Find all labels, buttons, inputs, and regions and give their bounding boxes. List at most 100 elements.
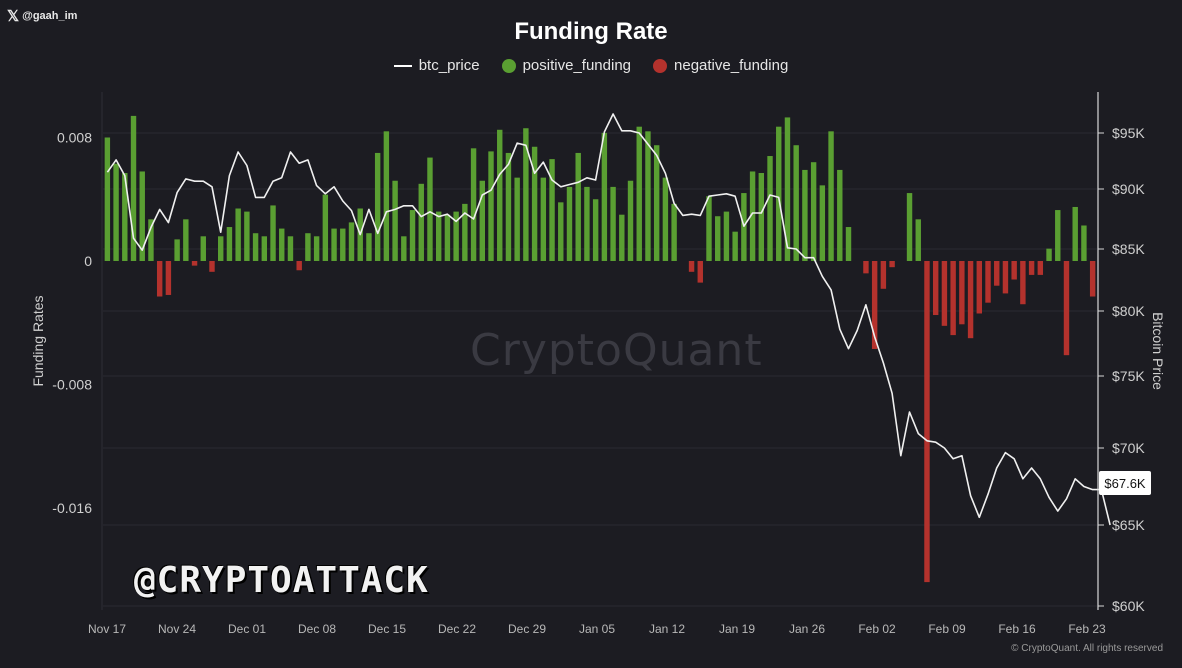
positive-funding-bar bbox=[383, 131, 390, 261]
left-tick-label: -0.016 bbox=[52, 500, 92, 516]
positive-funding-bar bbox=[235, 208, 241, 261]
overlay-handle-text: @CRYPTOATTACK bbox=[134, 560, 429, 601]
positive-funding-bar bbox=[479, 180, 485, 261]
positive-funding-bar bbox=[505, 152, 512, 261]
right-tick-label: $85K bbox=[1112, 241, 1145, 257]
positive-funding-bar bbox=[1081, 225, 1087, 261]
negative-funding-bar bbox=[209, 261, 215, 272]
red-dot-icon bbox=[653, 58, 668, 73]
negative-funding-bar bbox=[191, 261, 198, 266]
legend-item-negative-funding[interactable]: negative_funding bbox=[653, 57, 788, 74]
negative-funding-bar bbox=[932, 261, 939, 316]
positive-funding-bar bbox=[427, 157, 433, 261]
left-tick-label: 0.008 bbox=[57, 130, 92, 146]
positive-funding-bar bbox=[558, 202, 564, 261]
legend-item-btc-price[interactable]: btc_price bbox=[393, 57, 480, 74]
positive-funding-bar bbox=[1055, 210, 1061, 261]
negative-funding-bar bbox=[1089, 261, 1096, 297]
positive-funding-bar bbox=[523, 128, 529, 261]
legend-label: positive_funding bbox=[522, 57, 632, 74]
positive-funding-bar bbox=[784, 117, 791, 262]
positive-funding-bar bbox=[592, 199, 599, 261]
positive-funding-bar bbox=[793, 145, 799, 261]
positive-funding-bar bbox=[627, 180, 634, 261]
positive-funding-bar bbox=[706, 196, 712, 261]
positive-funding-bar bbox=[566, 186, 573, 261]
positive-funding-bar bbox=[531, 146, 538, 261]
x-tick-label: Feb 16 bbox=[998, 622, 1036, 636]
positive-funding-bar bbox=[828, 131, 834, 261]
negative-funding-bar bbox=[871, 261, 878, 349]
positive-funding-bar bbox=[139, 171, 145, 261]
positive-funding-bar bbox=[444, 214, 451, 261]
x-tick-label: Feb 09 bbox=[928, 622, 966, 636]
positive-funding-bar bbox=[409, 210, 416, 261]
positive-funding-bar bbox=[401, 236, 407, 261]
positive-funding-bar bbox=[261, 236, 268, 261]
positive-funding-bar bbox=[845, 227, 852, 261]
x-tick-label: Nov 24 bbox=[158, 622, 196, 636]
negative-funding-bar bbox=[941, 261, 948, 326]
positive-funding-bar bbox=[1072, 206, 1078, 261]
legend-label: btc_price bbox=[418, 57, 480, 74]
right-tick-label: $70K bbox=[1112, 440, 1145, 456]
positive-funding-bar bbox=[671, 203, 677, 261]
positive-funding-bar bbox=[810, 162, 817, 261]
negative-funding-bar bbox=[296, 261, 302, 271]
negative-funding-bar bbox=[976, 261, 982, 314]
right-tick-label: $90K bbox=[1112, 181, 1145, 197]
btc-price-line bbox=[106, 113, 1111, 526]
positive-funding-bar bbox=[601, 132, 608, 261]
positive-funding-bar bbox=[732, 231, 738, 261]
right-tick-label: $65K bbox=[1112, 517, 1145, 533]
positive-funding-bar bbox=[174, 239, 180, 261]
positive-funding-bar bbox=[488, 151, 494, 261]
x-tick-label: Jan 05 bbox=[579, 622, 615, 636]
x-tick-label: Dec 29 bbox=[508, 622, 546, 636]
right-axis-ticks: $95K $90K $85K $80K $75K $70K $65K $60K bbox=[1098, 125, 1145, 614]
positive-funding-bar bbox=[322, 194, 329, 261]
positive-funding-bar bbox=[906, 193, 913, 261]
negative-funding-bar bbox=[1011, 261, 1017, 280]
positive-funding-bar bbox=[305, 233, 311, 261]
negative-funding-bar bbox=[1028, 261, 1035, 275]
negative-funding-bar bbox=[880, 261, 887, 289]
x-logo-icon: 𝕏 bbox=[7, 8, 20, 25]
positive-funding-bar bbox=[148, 219, 154, 261]
left-tick-label: 0 bbox=[84, 253, 92, 269]
positive-funding-bar bbox=[767, 156, 773, 261]
right-tick-label: $60K bbox=[1112, 598, 1145, 614]
positive-funding-bar bbox=[662, 177, 669, 261]
legend-label: negative_funding bbox=[674, 57, 789, 74]
x-tick-label: Jan 12 bbox=[649, 622, 685, 636]
negative-funding-bar bbox=[994, 261, 1000, 286]
negative-funding-bar bbox=[959, 261, 965, 325]
positive-funding-bar bbox=[915, 219, 921, 261]
positive-funding-bar bbox=[514, 177, 520, 261]
positive-funding-bar bbox=[715, 216, 721, 261]
positive-funding-bar bbox=[497, 129, 503, 261]
positive-funding-bar bbox=[366, 233, 372, 261]
negative-funding-bar bbox=[985, 261, 991, 303]
funding-bars bbox=[104, 115, 1096, 583]
line-swatch-icon bbox=[393, 64, 412, 67]
right-tick-label: $95K bbox=[1112, 125, 1145, 141]
positive-funding-bar bbox=[200, 236, 206, 261]
positive-funding-bar bbox=[348, 222, 355, 261]
positive-funding-bar bbox=[749, 171, 756, 261]
negative-funding-bar bbox=[688, 261, 695, 272]
x-tick-label: Dec 15 bbox=[368, 622, 406, 636]
x-tick-label: Feb 23 bbox=[1068, 622, 1106, 636]
positive-funding-bar bbox=[453, 211, 459, 261]
x-tick-label: Feb 02 bbox=[858, 622, 896, 636]
green-dot-icon bbox=[501, 58, 516, 73]
legend-item-positive-funding[interactable]: positive_funding bbox=[501, 57, 632, 74]
positive-funding-bar bbox=[540, 177, 547, 261]
positive-funding-bar bbox=[837, 169, 843, 261]
x-tick-label: Jan 19 bbox=[719, 622, 755, 636]
x-axis-ticks: Nov 17 Nov 24 Dec 01 Dec 08 Dec 15 Dec 22 Dec … bbox=[88, 622, 1106, 636]
negative-funding-bar bbox=[1037, 261, 1044, 275]
x-tick-label: Dec 08 bbox=[298, 622, 336, 636]
chart-title: Funding Rate bbox=[514, 18, 668, 45]
